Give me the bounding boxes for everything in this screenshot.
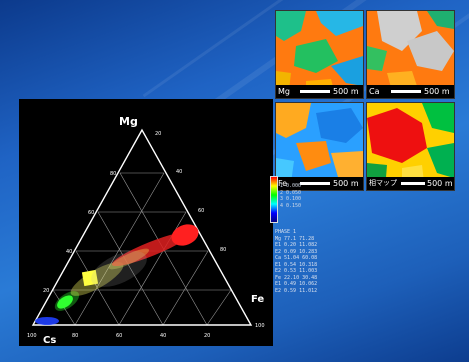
tick-label-bottom: 80 xyxy=(72,333,78,339)
map-element-label: 相マップ xyxy=(369,179,397,187)
cluster-yellow-fringe xyxy=(108,248,150,270)
tick-label-left: 80 xyxy=(110,171,116,177)
stats-line: E2 0.59 11.012 xyxy=(275,287,318,294)
level-entry: 4 0.150 xyxy=(280,202,302,209)
tick-label-right: 20 xyxy=(155,131,161,137)
scale-bar: Mg 500 m xyxy=(276,85,363,98)
scale-bar-line xyxy=(300,182,330,185)
data-clusters xyxy=(35,224,199,325)
map-thumbnail-mg[interactable]: Mg 500 m xyxy=(275,10,364,99)
tick-label-bottom: 40 xyxy=(160,333,166,339)
tick-label-right: 80 xyxy=(220,247,226,253)
scale-bar-line xyxy=(391,90,421,93)
stats-line: Mg 77.1 71.28 xyxy=(275,235,315,242)
vertex-label-right: Fe xyxy=(251,294,264,305)
map-element-label: Mg xyxy=(278,87,290,96)
level-legend: 1 0.000 2 0.050 3 0.100 4 0.150 xyxy=(280,183,340,209)
stats-line: E1 0.20 11.082 xyxy=(275,242,318,248)
scale-bar: Fe 500 m xyxy=(276,177,363,190)
vertex-label-top: Mg xyxy=(119,115,138,128)
phase-statistics: PHASE 1 Mg 77.1 71.28 E1 0.20 11.082 E2 … xyxy=(275,229,350,294)
color-scale-bar xyxy=(270,176,278,223)
map-element-label: Ca xyxy=(369,87,380,96)
tick-labels: 20 40 60 80 100 100 80 60 40 20 20 40 60… xyxy=(27,131,265,339)
map-thumbnail-phase[interactable]: 相マップ 500 m xyxy=(366,102,455,191)
scale-bar-line xyxy=(300,90,330,93)
tick-label-bottom: 100 xyxy=(27,333,37,339)
level-entry: 3 0.100 xyxy=(280,196,302,202)
stats-line: E1 0.49 10.062 xyxy=(275,281,318,287)
tick-label-right: 40 xyxy=(176,169,182,175)
vertex-label-bottom: Cs xyxy=(43,335,56,346)
stats-line: E1 0.54 10.318 xyxy=(275,261,318,268)
tick-label-left: 20 xyxy=(43,288,49,294)
level-entry: 2 0.050 xyxy=(280,189,302,196)
stats-line: Ca 51.04 60.08 xyxy=(275,255,318,261)
cluster-blue xyxy=(35,317,59,325)
tick-label-right: 60 xyxy=(198,208,204,214)
tick-label-bottom: 20 xyxy=(204,333,210,339)
cluster-green xyxy=(57,295,73,309)
scale-length: 500 m xyxy=(427,179,453,188)
element-map-image xyxy=(367,11,454,98)
ternary-diagram: 20 40 60 80 100 100 80 60 40 20 20 40 60… xyxy=(27,115,265,346)
cluster-red-end xyxy=(171,224,199,246)
scale-bar: Ca 500 m xyxy=(367,85,454,98)
scale-length: 500 m xyxy=(424,87,450,96)
stats-line: E2 0.53 11.003 xyxy=(275,268,318,274)
scale-length: 500 m xyxy=(333,87,359,96)
cluster-yellow-core xyxy=(81,269,99,287)
stats-line: E2 0.09 10.283 xyxy=(275,248,318,255)
tick-label-right: 100 xyxy=(255,323,265,329)
map-thumbnail-ca[interactable]: Ca 500 m xyxy=(366,10,455,99)
tick-label-bottom: 60 xyxy=(116,333,122,339)
element-map-image xyxy=(276,103,363,190)
stats-line: Fe 22.10 30.48 xyxy=(275,274,318,281)
map-element-label: Fe xyxy=(278,179,288,188)
stats-line: PHASE 1 xyxy=(275,229,297,235)
map-thumbnail-fe[interactable]: Fe 500 m xyxy=(275,102,364,191)
cluster-red-streak xyxy=(111,231,191,267)
scale-length: 500 m xyxy=(333,179,359,188)
scale-bar: 相マップ 500 m xyxy=(367,177,454,190)
scale-bar-line xyxy=(401,182,425,185)
level-entry: 1 0.000 xyxy=(280,183,302,189)
ternary-diagram-panel: 20 40 60 80 100 100 80 60 40 20 20 40 60… xyxy=(19,99,273,346)
cluster-faint-points xyxy=(91,251,147,287)
tick-label-left: 40 xyxy=(66,249,72,255)
tick-label-left: 60 xyxy=(88,210,94,216)
